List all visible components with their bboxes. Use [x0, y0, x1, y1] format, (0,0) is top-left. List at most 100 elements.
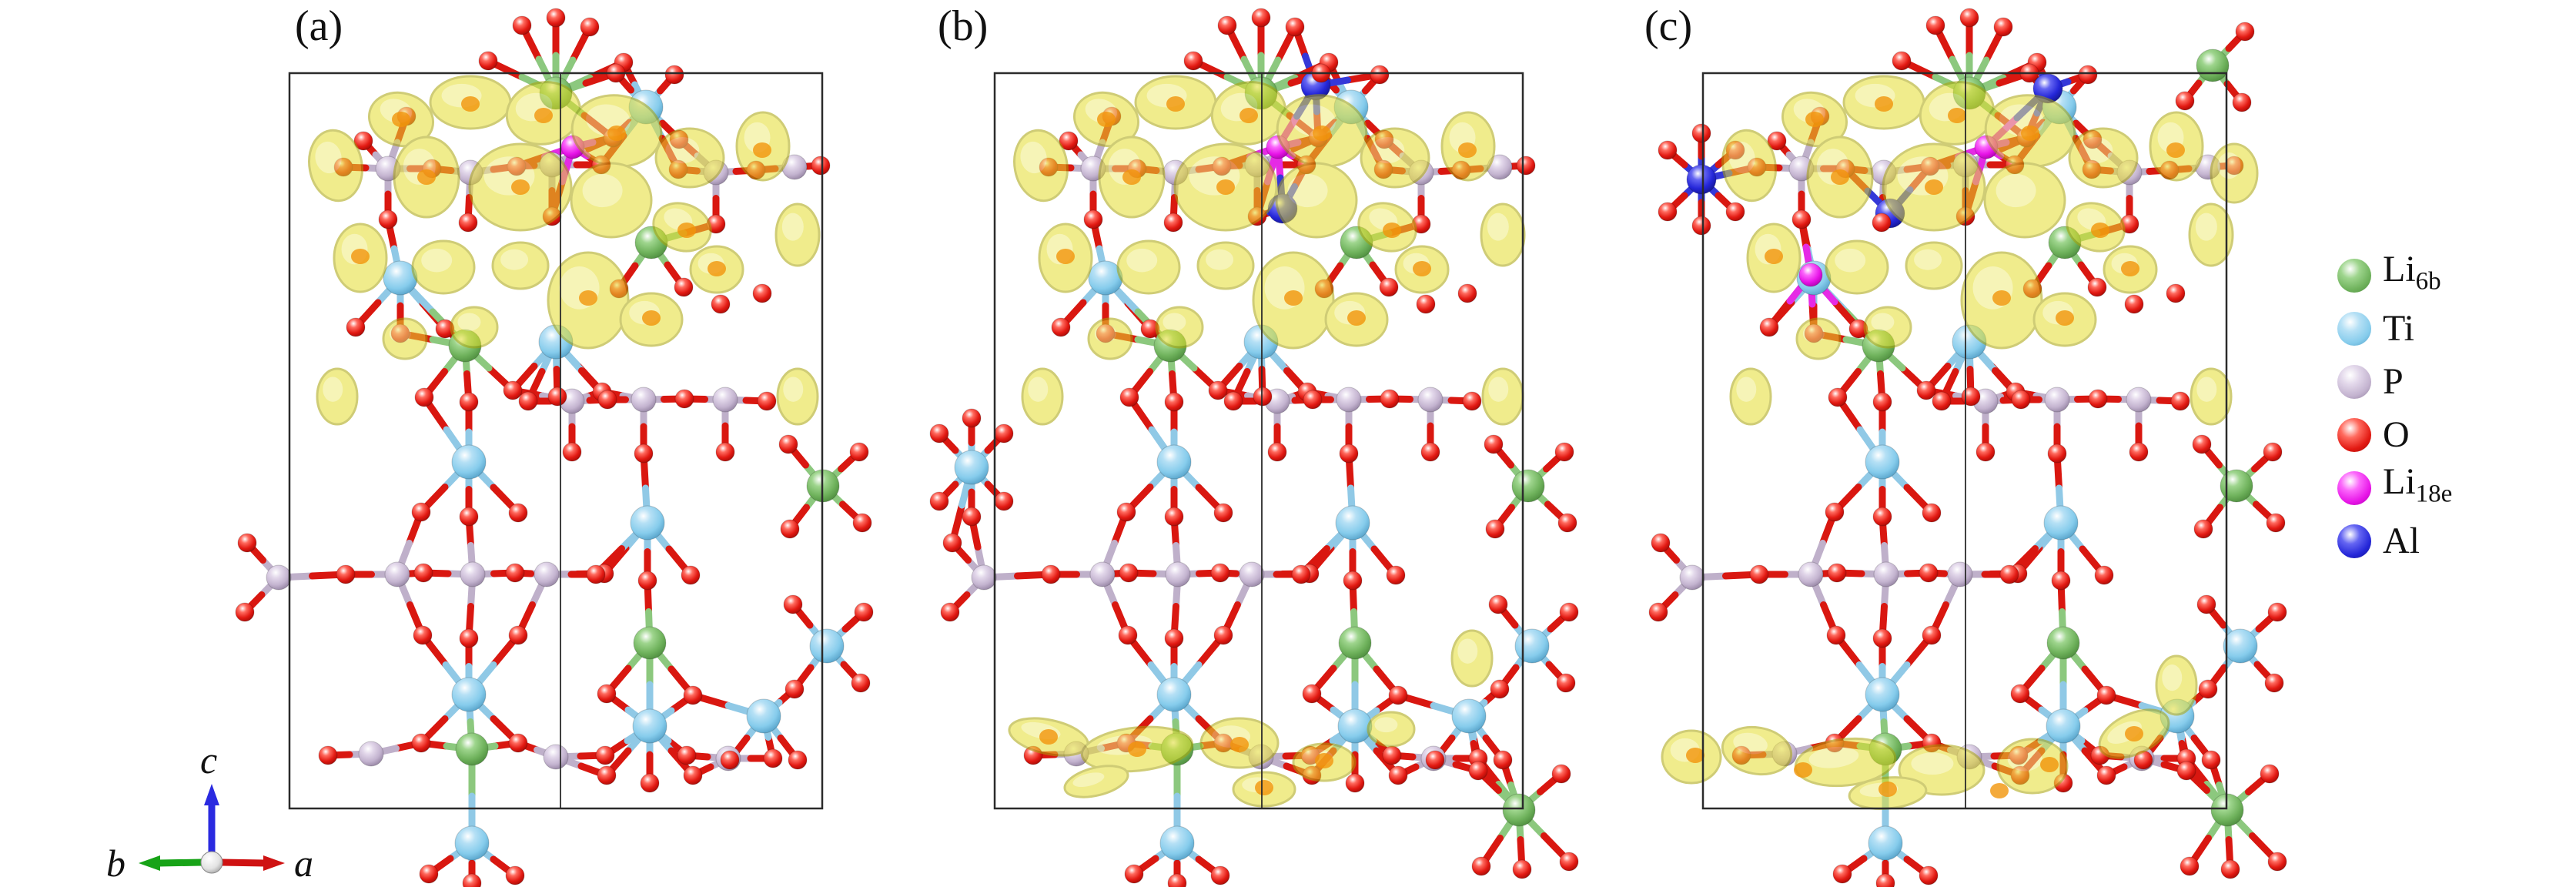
orange-core	[753, 142, 771, 158]
isosurface-blob	[2155, 654, 2198, 716]
atom-O	[1388, 765, 1408, 785]
atom-O	[1380, 389, 1400, 409]
atom-O	[1485, 519, 1505, 539]
atom-O	[1554, 442, 1574, 462]
atom-O	[1872, 507, 1892, 527]
atom-O	[1164, 628, 1184, 648]
atom-O	[1370, 65, 1390, 85]
orange-core	[2021, 126, 2039, 141]
atom-O	[2196, 594, 2216, 614]
isosurface-blob	[1721, 129, 1777, 203]
orange-core	[511, 179, 530, 195]
legend-label-Ti: Ti	[2383, 308, 2414, 349]
atom-O	[929, 491, 949, 511]
orange-core	[1039, 729, 1058, 745]
atom-O	[237, 533, 257, 553]
legend-label-O: O	[2383, 414, 2410, 455]
atom-O	[1051, 317, 1071, 337]
atom-O	[1339, 444, 1359, 464]
atom-O	[683, 685, 703, 705]
orange-core	[2166, 142, 2185, 158]
atom-O	[778, 434, 798, 454]
atom-O	[1516, 156, 1536, 176]
atom-P	[1417, 387, 1444, 413]
atom-O	[1302, 684, 1322, 704]
atom-O	[1471, 856, 1491, 876]
atom-O	[720, 750, 740, 770]
atom-P	[1165, 561, 1191, 587]
atom-O	[1343, 571, 1363, 591]
atom-Ti	[1451, 698, 1487, 734]
orange-core	[1990, 783, 2009, 798]
atom-O	[419, 864, 439, 884]
unit-cell-box	[993, 72, 1524, 810]
atom-O	[597, 390, 617, 410]
atom-O	[562, 442, 582, 462]
atom-Ti	[1159, 825, 1195, 861]
legend-item-P: P	[2337, 363, 2452, 400]
atom-Li6b	[1511, 469, 1545, 503]
atom-Ti	[809, 628, 845, 664]
atom-O	[1267, 442, 1287, 462]
atom-Ti	[1514, 628, 1550, 664]
atom-Ti	[1868, 825, 1903, 861]
orange-core	[1383, 223, 1401, 238]
atom-O	[1725, 202, 1745, 222]
atom-O	[1691, 123, 1711, 143]
atom-O	[411, 733, 431, 753]
legend-item-Ti: Ti	[2337, 308, 2452, 349]
atom-O	[2232, 92, 2252, 112]
atom-Ti	[1335, 505, 1370, 541]
isosurface	[1008, 75, 1526, 808]
atom-O	[1658, 140, 1678, 160]
atom-O	[1749, 564, 1769, 584]
atom-Ti	[1865, 677, 1900, 712]
atom-O	[2175, 91, 2195, 111]
orange-core	[351, 249, 370, 264]
atom-O	[2193, 519, 2213, 539]
orange-core	[1794, 762, 1812, 778]
atom-O	[580, 17, 600, 37]
atom-O	[459, 507, 479, 527]
legend-item-O: O	[2337, 414, 2452, 455]
orange-core	[1686, 748, 1705, 763]
atom-O	[1959, 8, 1979, 28]
atom-O	[547, 387, 567, 407]
atom-O	[1041, 564, 1061, 584]
legend-sphere-O	[2337, 418, 2371, 452]
axis-c-arrow	[204, 784, 219, 855]
isosurface-blob	[2210, 142, 2259, 204]
atom-O	[1975, 442, 1996, 462]
orange-core	[1284, 290, 1303, 306]
atom-O	[1826, 625, 1846, 645]
atom-O	[1559, 602, 1579, 622]
atom-O	[459, 628, 479, 648]
orange-core	[1239, 108, 1258, 123]
atom-O	[1253, 387, 1273, 407]
isosurface-blob	[2190, 367, 2233, 426]
atom-O	[711, 294, 731, 314]
orange-core	[2121, 261, 2139, 276]
legend-item-Li6b: Li6b	[2337, 251, 2452, 296]
atom-O	[1916, 380, 1936, 400]
isosurface	[308, 75, 821, 426]
atom-O	[1251, 8, 1271, 28]
atom-O	[1872, 213, 1892, 233]
orange-core	[1255, 780, 1273, 795]
atom-O	[1213, 625, 1233, 645]
orange-core	[1948, 108, 1966, 123]
atom-O	[1651, 533, 1671, 553]
atom-O	[2170, 391, 2190, 411]
atom-O	[1488, 594, 1508, 614]
atom-O	[413, 625, 433, 645]
atom-O	[462, 873, 482, 887]
atom-O	[597, 765, 617, 785]
isosurface-blob	[654, 127, 725, 189]
atom-O	[508, 733, 528, 753]
orange-core	[1805, 112, 1824, 127]
atom-O	[851, 673, 871, 693]
isosurface-cores	[1039, 96, 1477, 795]
atom-O	[1961, 387, 1981, 407]
atom-O	[1767, 131, 1787, 151]
atom-O	[1124, 864, 1144, 884]
